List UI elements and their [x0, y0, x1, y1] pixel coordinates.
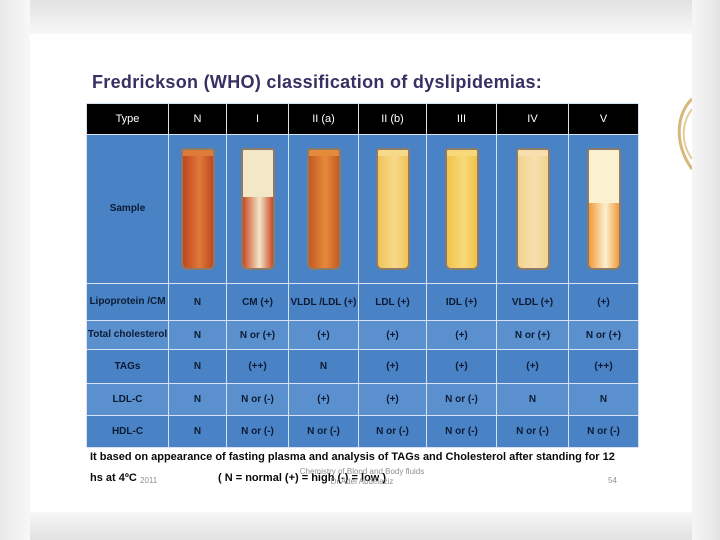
sample-row: Sample — [86, 134, 639, 284]
table-cell: N or (+) — [226, 320, 289, 350]
sample-cell — [168, 134, 227, 284]
plasma-tube-image — [586, 148, 621, 270]
plasma-tube-image — [240, 148, 275, 270]
table-cell: N or (-) — [358, 415, 427, 448]
table-cell: (+) — [568, 283, 639, 321]
footnote-line-1: It based on appearance of fasting plasma… — [90, 451, 615, 463]
table-cell: (+) — [358, 383, 427, 416]
table-cell: (+) — [426, 320, 497, 350]
row-label: LDL-C — [86, 383, 169, 416]
slide-frame-bottom — [0, 512, 720, 540]
column-header: V — [568, 103, 639, 135]
slide-frame-left — [0, 0, 30, 540]
legend-text: ( N = normal (+) = high (-) = low ) — [218, 472, 387, 484]
table-cell: N — [168, 383, 227, 416]
table-cell: N — [168, 320, 227, 350]
table-cell: (+) — [288, 320, 359, 350]
table-row: LDL-C N N or (-) (+) (+) N or (-) N N — [86, 383, 639, 416]
slide-frame-top — [0, 0, 720, 34]
column-header: I — [226, 103, 289, 135]
table-cell: N — [168, 349, 227, 384]
sample-cell — [288, 134, 359, 284]
table-row: TAGs N (++) N (+) (+) (+) (++) — [86, 349, 639, 384]
plasma-tube-image — [306, 148, 341, 270]
table-cell: N or (-) — [226, 383, 289, 416]
table-cell: N or (+) — [496, 320, 569, 350]
plasma-tube-image — [180, 148, 215, 270]
table-header-row: Type N I II (a) II (b) III IV V — [86, 103, 639, 135]
classification-table: Type N I II (a) II (b) III IV V Sample L… — [86, 103, 639, 448]
table-cell: (+) — [426, 349, 497, 384]
plasma-tube-image — [444, 148, 479, 270]
table-cell: N or (-) — [426, 383, 497, 416]
table-cell: N — [168, 283, 227, 321]
footer-course-line: Chemistry of Blood and Body fluids — [299, 467, 425, 476]
table-cell: VLDL (+) — [496, 283, 569, 321]
table-cell: (+) — [288, 383, 359, 416]
table-cell: N — [496, 383, 569, 416]
row-label: HDL-C — [86, 415, 169, 448]
column-header: N — [168, 103, 227, 135]
footnote-line-2: hs at 4ºC — [90, 472, 137, 484]
column-header: II (a) — [288, 103, 359, 135]
column-header: IV — [496, 103, 569, 135]
sample-cell — [568, 134, 639, 284]
table-cell: (+) — [358, 320, 427, 350]
table-row: Total cholesterol N N or (+) (+) (+) (+)… — [86, 320, 639, 350]
table-cell: (++) — [226, 349, 289, 384]
table-cell: N or (-) — [226, 415, 289, 448]
table-cell: N — [568, 383, 639, 416]
column-header: Type — [86, 103, 169, 135]
slide-number: 54 — [608, 476, 617, 485]
table-cell: N or (-) — [426, 415, 497, 448]
row-label: Sample — [86, 134, 169, 284]
plasma-tube-image — [375, 148, 410, 270]
slide-frame-right — [692, 0, 720, 540]
table-row: HDL-C N N or (-) N or (-) N or (-) N or … — [86, 415, 639, 448]
table-cell: N or (-) — [568, 415, 639, 448]
row-label: Lipoprotein /CM — [86, 283, 169, 321]
table-cell: IDL (+) — [426, 283, 497, 321]
decorative-swoosh — [677, 97, 692, 170]
table-cell: N or (+) — [568, 320, 639, 350]
page-title: Fredrickson (WHO) classification of dysl… — [92, 72, 543, 92]
table-cell: CM (+) — [226, 283, 289, 321]
column-header: III — [426, 103, 497, 135]
table-cell: N — [168, 415, 227, 448]
sample-cell — [426, 134, 497, 284]
table-cell: (+) — [496, 349, 569, 384]
sample-cell — [226, 134, 289, 284]
table-cell: N — [288, 349, 359, 384]
table-cell: N or (-) — [496, 415, 569, 448]
footer-date: 2011 — [140, 476, 158, 485]
row-label: Total cholesterol — [86, 320, 169, 350]
table-cell: (+) — [358, 349, 427, 384]
sample-cell — [358, 134, 427, 284]
table-cell: (++) — [568, 349, 639, 384]
footer-course-title: Chemistry of Blood and Body fluids Dr Ad… — [296, 467, 428, 487]
plasma-tube-image — [515, 148, 550, 270]
sample-cell — [496, 134, 569, 284]
table-cell: LDL (+) — [358, 283, 427, 321]
table-cell: VLDL /LDL (+) — [288, 283, 359, 321]
column-header: II (b) — [358, 103, 427, 135]
row-label: TAGs — [86, 349, 169, 384]
footer-author: Dr Adel Abdelaziz — [330, 477, 394, 486]
table-row: Lipoprotein /CM N CM (+) VLDL /LDL (+) L… — [86, 283, 639, 321]
table-cell: N or (-) — [288, 415, 359, 448]
